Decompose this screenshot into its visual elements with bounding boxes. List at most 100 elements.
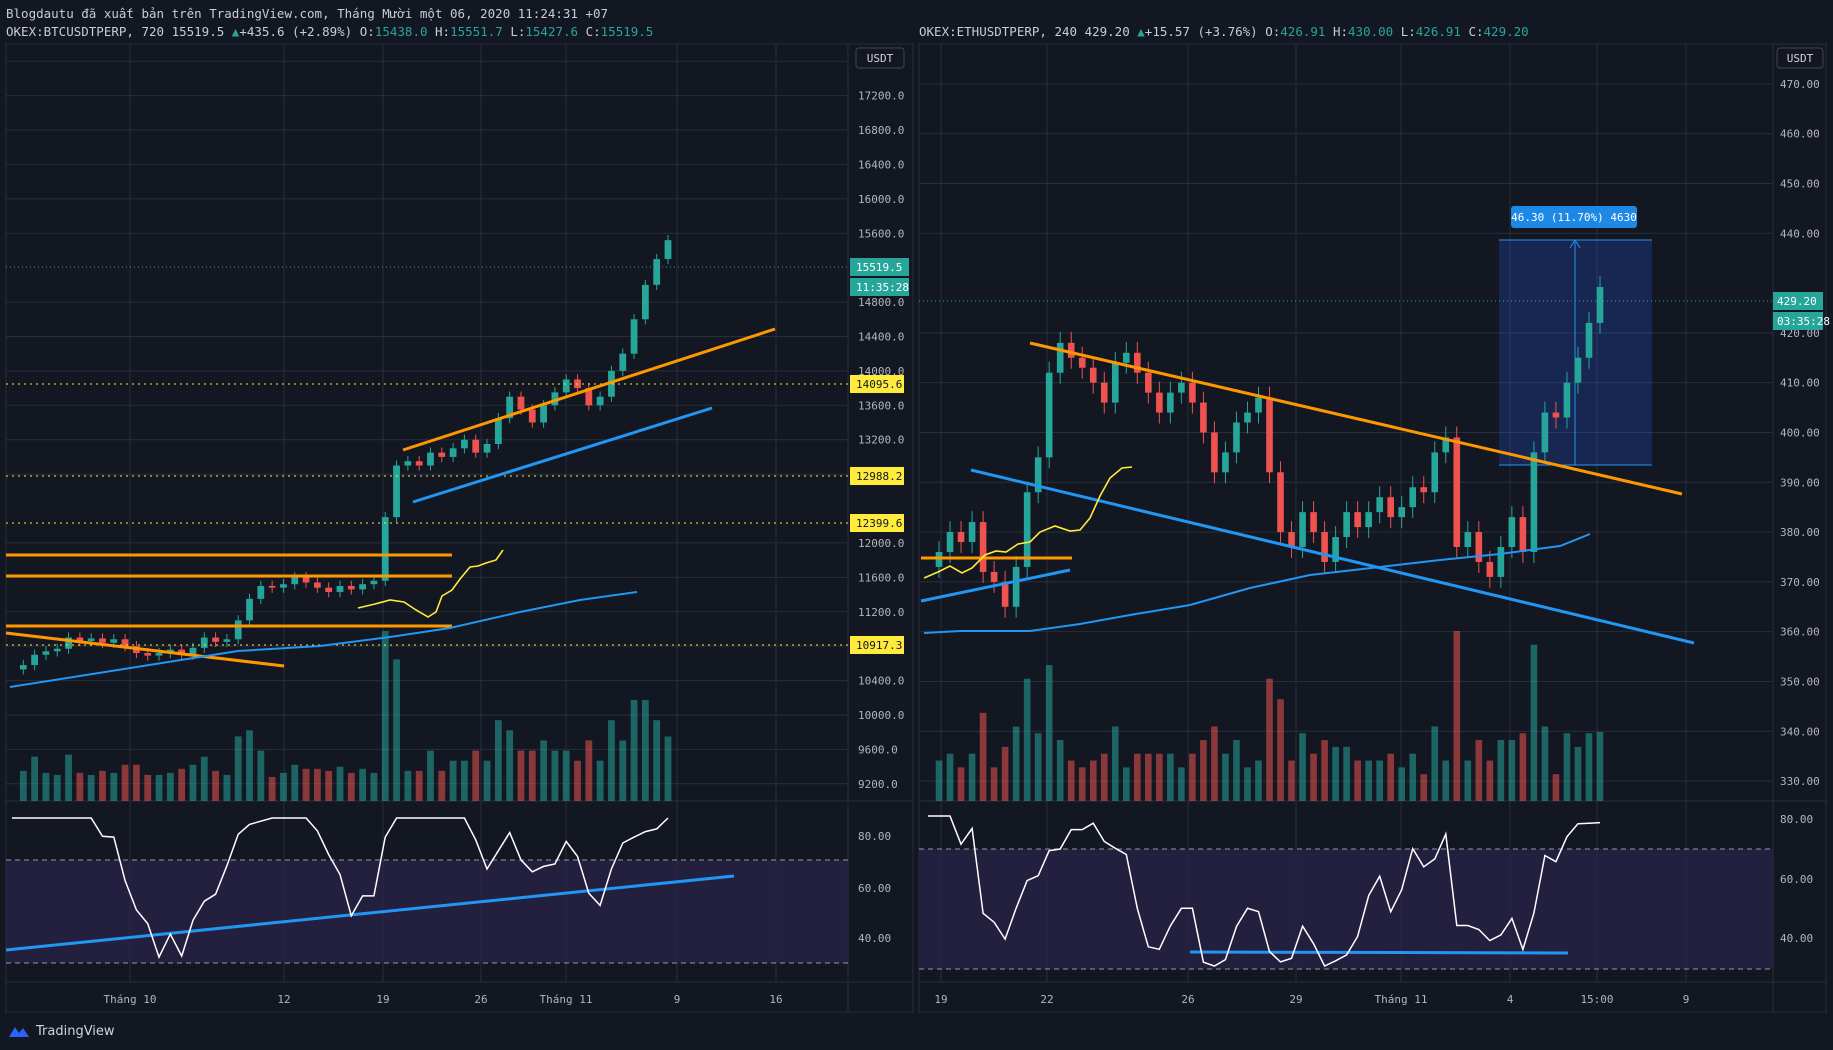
eth-candle-50: [1475, 532, 1483, 562]
btc-vol-6: [76, 772, 84, 801]
eth-vol-55: [1530, 644, 1538, 801]
btc-price-axis[interactable]: 17600.017200.016800.016400.016000.015600…: [858, 55, 904, 945]
btc-vol-45: [517, 750, 525, 801]
eth-downtrend-top[interactable]: [1029, 341, 1683, 496]
eth-vol-34: [1299, 733, 1306, 801]
eth-measure-label: 46.30 (11.70%) 4630: [1511, 211, 1637, 224]
eth-vol-46: [1431, 726, 1439, 801]
btc-volume: [19, 631, 672, 801]
eth-candle-24: [1189, 382, 1196, 403]
eth-drawings[interactable]: [920, 341, 1695, 955]
btc-vol-7: [87, 774, 95, 801]
eth-candle-6: [990, 571, 998, 582]
btc-vol-35: [404, 770, 412, 801]
eth-x-tick-2: 26: [1181, 993, 1194, 1006]
eth-y-tick-5: 410.00: [1780, 377, 1820, 390]
btc-rsi-trendline[interactable]: [5, 874, 735, 952]
eth-candle-11: [1045, 372, 1053, 458]
btc-candle-29: [336, 585, 344, 592]
btc-vol-10: [121, 764, 129, 801]
tradingview-footer[interactable]: TradingView: [8, 1020, 115, 1042]
eth-candle-58: [1563, 382, 1571, 418]
btc-drawings[interactable]: [5, 327, 848, 952]
eth-candle-28: [1233, 422, 1240, 453]
btc-rsi-tick-0: 80.00: [858, 830, 891, 843]
eth-vol-28: [1233, 740, 1240, 801]
btc-channel-bottom[interactable]: [412, 406, 713, 504]
eth-vol-20: [1145, 753, 1152, 801]
eth-vol-6: [990, 767, 998, 801]
eth-ma-blue: [923, 533, 1591, 634]
btc-x-tick-5: 9: [674, 993, 681, 1006]
btc-candle-54: [619, 353, 627, 371]
eth-vol-33: [1288, 760, 1295, 801]
btc-vol-48: [551, 750, 559, 801]
eth-candle-53: [1508, 517, 1516, 548]
btc-candle-27: [313, 582, 321, 588]
btc-open: 15438.0: [374, 24, 428, 39]
eth-candle-40: [1365, 512, 1372, 528]
eth-c-label: C:: [1468, 24, 1484, 39]
eth-last: 429.20: [1084, 24, 1130, 39]
btc-downtrend-line[interactable]: [5, 631, 285, 668]
eth-candle-4: [968, 522, 976, 543]
btc-vol-3: [42, 772, 50, 801]
btc-vol-36: [415, 770, 423, 801]
eth-countdown-text: 03:35:28: [1777, 315, 1830, 328]
btc-candle-9: [110, 639, 118, 643]
btc-last: 15519.5: [171, 24, 225, 39]
btc-close: 15519.5: [600, 24, 654, 39]
eth-vol-57: [1552, 774, 1560, 801]
eth-y-tick-4: 420.00: [1780, 327, 1820, 340]
btc-currency-badge[interactable]: [855, 47, 905, 69]
eth-rsi-band: [919, 849, 1773, 969]
eth-candle-27: [1222, 452, 1229, 473]
eth-vol-18: [1122, 767, 1130, 801]
btc-candle-48: [551, 392, 559, 406]
published-note: Blogdautu đã xuất bản trên TradingView.c…: [6, 6, 609, 21]
btc-h-label: H:: [435, 24, 451, 39]
eth-vol-38: [1343, 746, 1350, 801]
btc-vol-22: [257, 750, 265, 801]
btc-c-label: C:: [585, 24, 601, 39]
btc-y-tick-2: 16800.0: [858, 124, 904, 137]
eth-price-axis[interactable]: 470.00 460.00 450.00 440.00 420.00 410.00 400.…: [1780, 78, 1820, 945]
eth-candle-33: [1288, 532, 1295, 548]
eth-candle-30: [1255, 397, 1262, 413]
eth-candle-61: [1596, 287, 1604, 323]
eth-support-short[interactable]: [920, 568, 1071, 603]
eth-candle-39: [1354, 512, 1361, 528]
eth-y-tick-11: 350.00: [1780, 675, 1820, 688]
btc-ma-blue-2: [237, 591, 638, 652]
btc-y-tick-8: 14000.0: [858, 365, 904, 378]
btc-candle-4: [53, 648, 61, 652]
eth-rsi-support[interactable]: [1189, 950, 1569, 955]
eth-vol-47: [1442, 760, 1450, 801]
btc-rsi-tick-1: 60.00: [858, 882, 891, 895]
eth-time-axis[interactable]: 19 22 26 29 Tháng 11 4 15:00 9: [934, 993, 1689, 1006]
eth-candle-42: [1387, 497, 1394, 518]
btc-candle-17: [200, 637, 208, 648]
btc-symbol-legend[interactable]: OKEX:BTCUSDTPERP, 720 15519.5 ▲+435.6 (+…: [6, 24, 653, 39]
btc-y-tick-6: 14800.0: [858, 296, 904, 309]
eth-candle-31: [1266, 397, 1273, 473]
eth-y-tick-12: 340.00: [1780, 725, 1820, 738]
btc-vol-30: [347, 772, 355, 801]
eth-o-label: O:: [1265, 24, 1281, 39]
eth-vol-2: [946, 753, 954, 801]
btc-candle-56: [641, 284, 649, 320]
eth-candle-51: [1486, 561, 1494, 577]
eth-candle-10: [1034, 457, 1042, 493]
eth-symbol-legend[interactable]: OKEX:ETHUSDTPERP, 240 429.20 ▲+15.57 (+3…: [919, 24, 1529, 39]
eth-currency-badge[interactable]: [1776, 47, 1824, 69]
btc-channel-top[interactable]: [402, 327, 776, 452]
btc-y-tick-16: 10400.0: [858, 675, 904, 688]
eth-vol-32: [1277, 699, 1284, 801]
eth-downtrend-bottom[interactable]: [970, 468, 1695, 645]
btc-currency-text: USDT: [867, 52, 894, 65]
btc-candle-30: [347, 585, 355, 590]
eth-change: +15.57 (+3.76%): [1144, 24, 1258, 39]
eth-vol-48: [1453, 631, 1461, 801]
btc-time-axis[interactable]: Tháng 10 12 19 26 Tháng 11 9 16: [104, 993, 783, 1006]
